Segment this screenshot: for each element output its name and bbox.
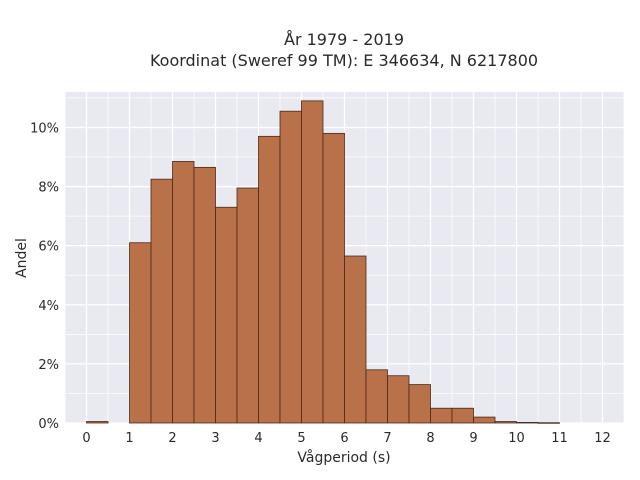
histogram-bar [258, 135, 281, 424]
x-tick-label: 2 [168, 431, 176, 446]
x-tick-label: 12 [594, 431, 611, 446]
chart-title-line-2: Koordinat (Sweref 99 TM): E 346634, N 62… [150, 51, 538, 70]
x-tick-labels: 0 1 2 3 4 5 6 7 8 9 10 11 12 [82, 431, 610, 446]
x-tick-label: 9 [469, 431, 477, 446]
histogram-bar [150, 178, 173, 424]
histogram-bar [215, 206, 238, 424]
histogram-bar [430, 407, 453, 424]
histogram-bar [86, 421, 109, 424]
x-tick-label: 3 [211, 431, 219, 446]
chart-title-line-1: År 1979 - 2019 [284, 30, 404, 49]
y-tick-labels: 0% 2% 4% 6% 8% 10% [30, 121, 59, 432]
y-tick-label: 6% [38, 240, 59, 255]
histogram-bar [129, 242, 152, 424]
histogram-bar [301, 100, 324, 424]
histogram-bar [172, 161, 195, 424]
x-tick-label: 7 [383, 431, 391, 446]
y-tick-label: 2% [38, 358, 59, 373]
histogram-bar [365, 369, 388, 424]
x-tick-label: 8 [426, 431, 434, 446]
histogram-bar [279, 110, 302, 424]
y-tick-label: 8% [38, 181, 59, 196]
x-tick-label: 0 [82, 431, 90, 446]
histogram-bars [86, 100, 560, 424]
histogram-bar [537, 422, 560, 424]
histogram-bar [516, 422, 539, 424]
x-tick-label: 6 [340, 431, 348, 446]
histogram-bar [408, 384, 431, 424]
y-tick-label: 0% [38, 417, 59, 432]
x-tick-label: 4 [254, 431, 262, 446]
histogram-bar [494, 421, 517, 424]
x-tick-label: 10 [508, 431, 525, 446]
y-axis-label: Andel [14, 238, 30, 278]
y-tick-label: 4% [38, 299, 59, 314]
x-tick-label: 1 [125, 431, 133, 446]
histogram-bar [473, 416, 496, 424]
histogram-bar [193, 166, 216, 424]
histogram-bar [236, 187, 259, 424]
histogram-bar [344, 255, 367, 424]
histogram-bar [387, 375, 410, 424]
x-tick-label: 5 [297, 431, 305, 446]
histogram-bar [322, 132, 345, 424]
histogram-bar [451, 407, 474, 424]
y-tick-label: 10% [30, 121, 59, 136]
x-tick-label: 11 [551, 431, 568, 446]
x-axis-label: Vågperiod (s) [297, 449, 390, 466]
